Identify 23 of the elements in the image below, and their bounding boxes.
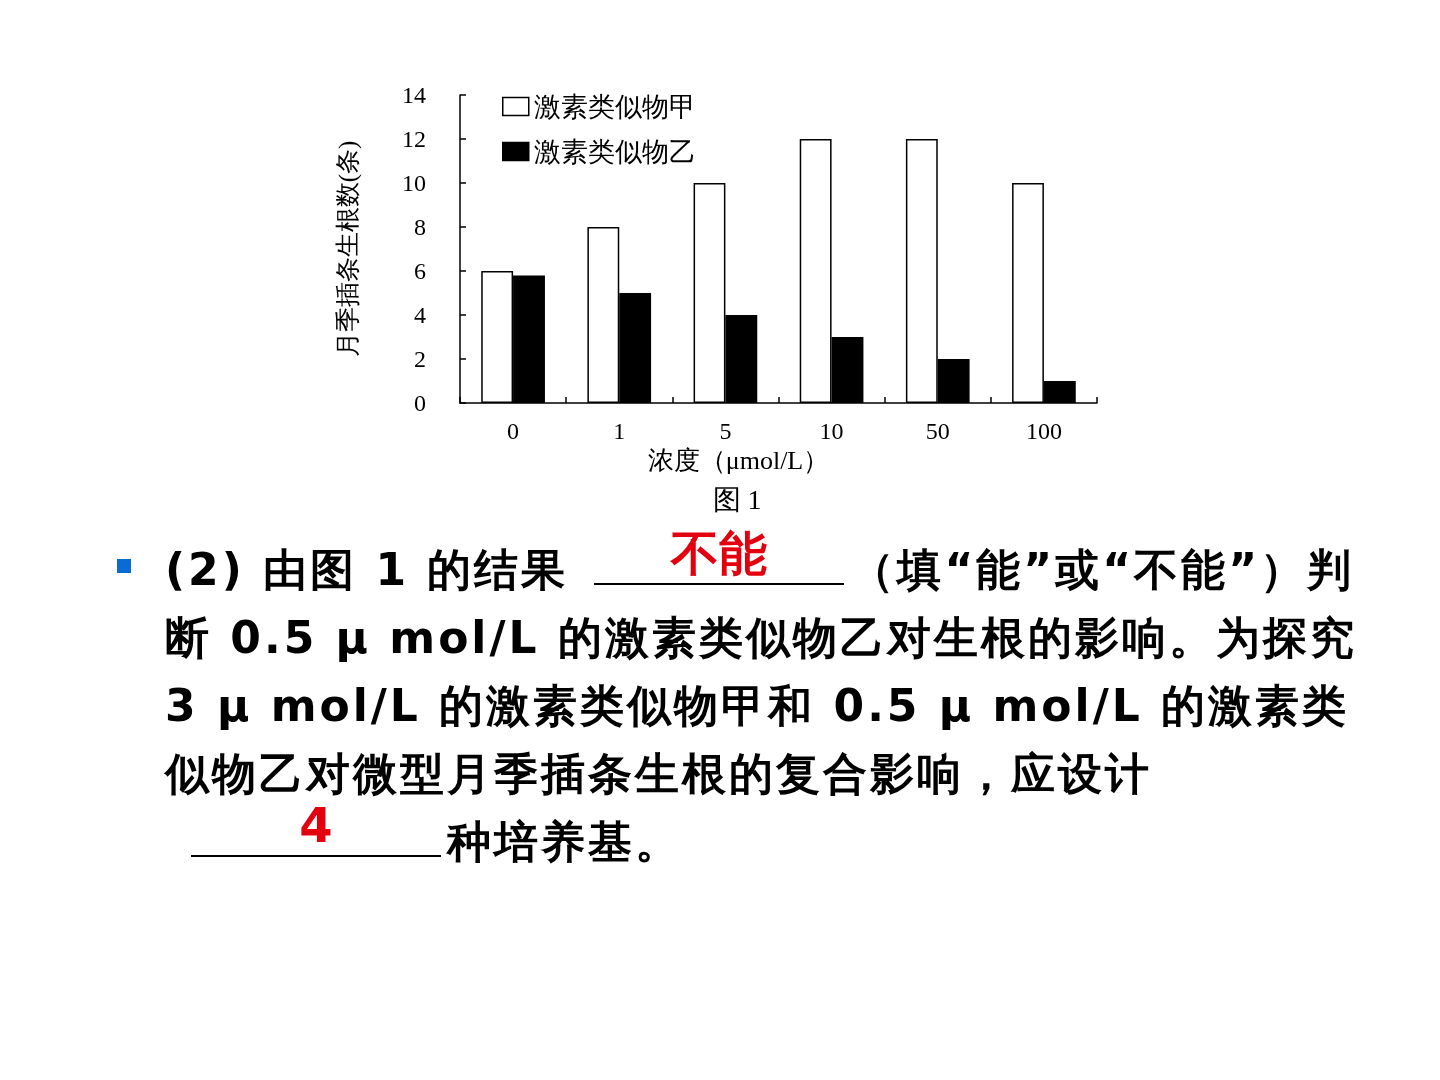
x-tick-label: 5 [719,418,732,444]
y-tick-label: 6 [414,258,426,284]
y-tick-label: 2 [414,346,426,372]
y-tick-label: 10 [402,170,426,196]
y-tick-label: 0 [414,390,426,416]
legend-label: 激素类似物甲 [533,91,696,122]
y-tick-label: 8 [414,214,426,240]
x-tick-label: 50 [925,418,950,444]
x-tick-label: 0 [507,418,520,444]
text: 4 [298,797,334,853]
text: (2) 由图 1 的结果 [165,544,569,595]
y-tick-label: 4 [414,302,426,328]
y-tick-label: 12 [402,126,426,152]
x-tick-label: 10 [819,418,844,444]
x-axis-title: 浓度（μmol/L） [647,446,830,476]
y-tick-label: 14 [402,82,426,108]
text: 不能 [669,525,769,581]
y-axis-title: 月季插条生根数(条) [334,140,362,358]
legend-label: 激素类似物乙 [533,136,696,167]
text: 种培养基。 [447,816,682,867]
text: 图 1 [712,483,762,515]
x-tick-label: 100 [1025,418,1062,444]
x-tick-label: 1 [613,418,626,444]
